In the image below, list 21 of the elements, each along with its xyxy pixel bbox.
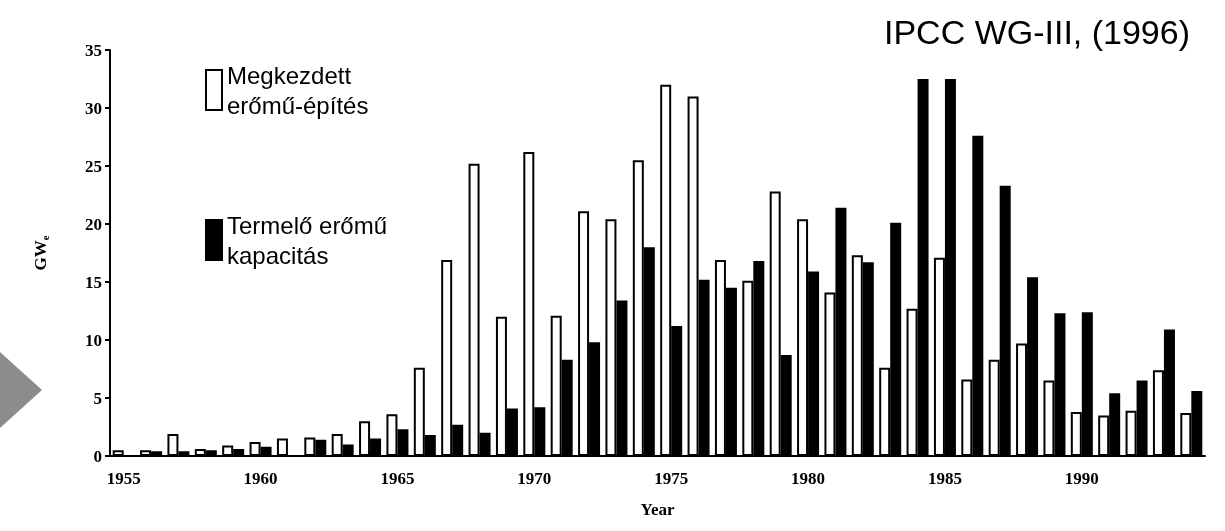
x-tick-label: 1975 [654,469,689,488]
x-tick-label: 1980 [791,469,826,488]
y-tick-label: 20 [85,214,102,234]
y-tick-label: 10 [85,330,102,350]
y-tick-label: 5 [93,388,102,408]
y-axis-title: GWe [31,235,51,271]
x-tick-label: 1955 [106,469,141,488]
x-tick-label: 1990 [1064,469,1099,488]
x-tick-label: 1965 [380,469,415,488]
y-tick-label: 0 [93,446,102,466]
y-tick-label: 25 [85,156,102,176]
x-axis-title: Year [640,500,675,519]
y-tick-label: 15 [85,272,102,292]
y-tick-label: 30 [85,98,102,118]
chart-title: IPCC WG-III, (1996) [883,13,1191,51]
x-tick-label: 1985 [927,469,962,488]
legend-label: Megkezdett erőmű-építés [227,61,369,119]
legend-label: Termelő erőmű kapacitás [227,211,394,269]
y-tick-label: 35 [85,40,102,60]
x-tick-label: 1960 [243,469,278,488]
x-tick-label: 1970 [517,469,552,488]
